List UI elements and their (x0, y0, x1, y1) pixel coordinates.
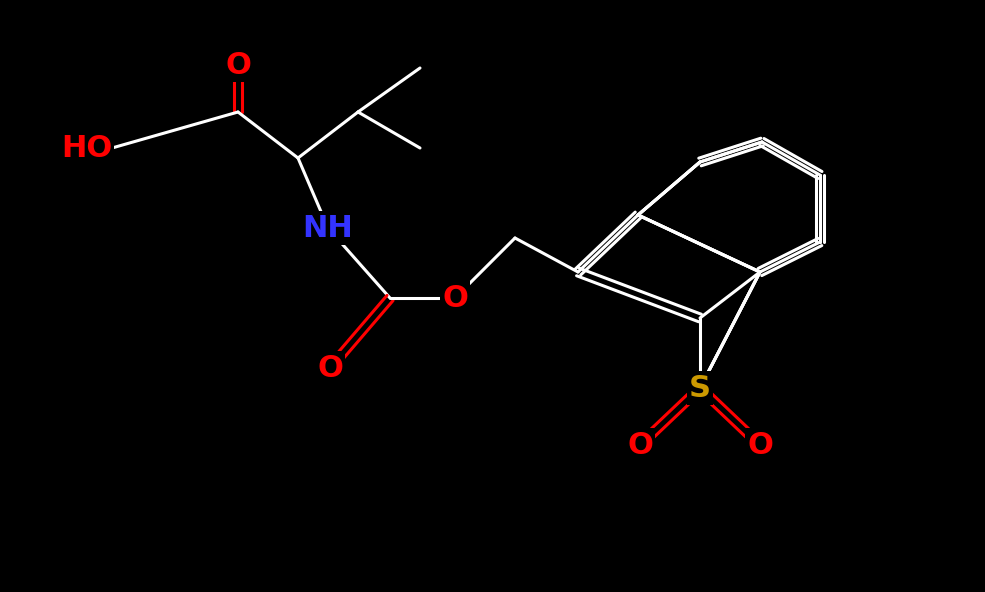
Text: S: S (689, 374, 711, 403)
Text: HO: HO (61, 134, 112, 162)
Text: O: O (442, 284, 468, 313)
Text: O: O (225, 50, 251, 79)
Text: O: O (627, 430, 653, 459)
Text: O: O (317, 353, 343, 382)
Text: O: O (747, 430, 773, 459)
Text: NH: NH (302, 214, 354, 243)
